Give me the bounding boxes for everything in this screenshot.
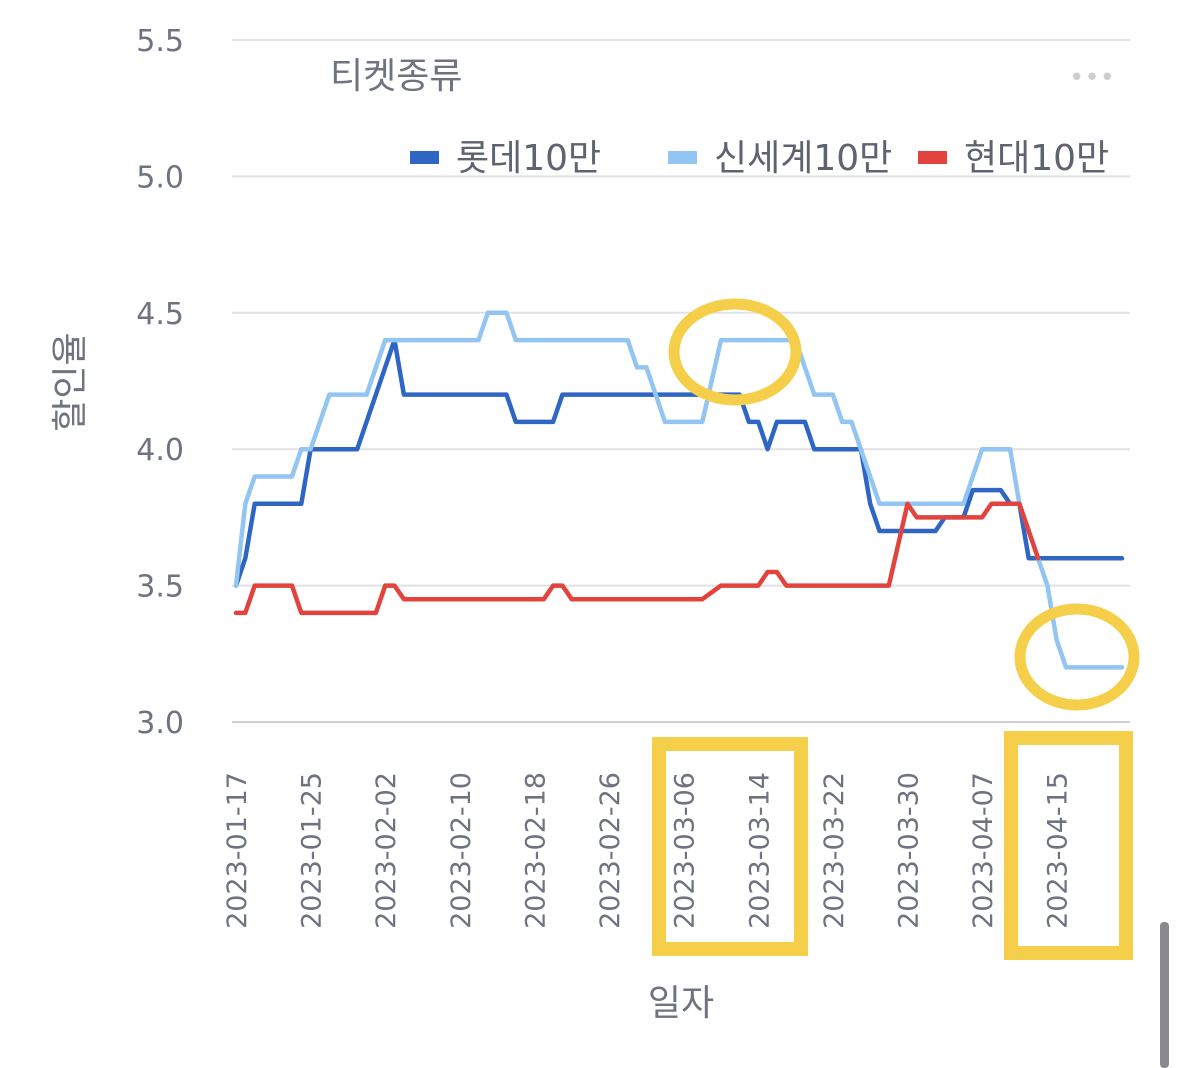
- highlight-circle-march: [668, 298, 802, 406]
- x-tick-label: 2023-01-17: [222, 772, 253, 929]
- series-line-신세계10만: [233, 310, 1125, 670]
- y-tick-label: 3.0: [136, 706, 184, 741]
- legend-label: 현대10만: [964, 138, 1109, 179]
- legend: 롯데10만 신세계10만 현대10만: [410, 138, 1109, 179]
- x-tick-label: 2023-02-18: [520, 772, 551, 929]
- series-line-현대10만: [233, 501, 1041, 616]
- x-tick-label: 2023-03-06: [670, 772, 701, 929]
- x-tick-label: 2023-02-02: [371, 772, 402, 929]
- legend-swatch: [918, 151, 947, 164]
- x-tick-label: 2023-04-15: [1043, 772, 1074, 929]
- legend-swatch: [410, 151, 439, 164]
- x-tick-label: 2023-02-26: [595, 772, 626, 929]
- x-axis-title: 일자: [648, 983, 714, 1024]
- y-tick-label: 4.5: [136, 297, 184, 332]
- x-tick-label: 2023-03-30: [893, 772, 924, 929]
- series-lines: [233, 310, 1125, 670]
- highlight-box-march-ticks: [652, 737, 808, 956]
- y-axis-ticks: 3.0 3.5 4.0 4.5 5.0 5.5: [136, 24, 184, 741]
- highlight-box-april-tick: [1004, 731, 1133, 960]
- legend-label: 롯데10만: [456, 138, 601, 179]
- more-options-icon[interactable]: •••: [1069, 63, 1115, 93]
- y-axis-title: 할인율: [50, 332, 91, 431]
- highlight-annotations: [652, 298, 1140, 960]
- x-tick-label: 2023-02-10: [446, 772, 477, 929]
- highlight-circle-april: [1014, 603, 1140, 711]
- x-tick-label: 2023-03-14: [744, 772, 775, 929]
- legend-swatch: [668, 151, 697, 164]
- legend-label: 신세계10만: [714, 138, 892, 179]
- y-tick-label: 5.5: [136, 24, 184, 59]
- y-tick-label: 4.0: [136, 433, 184, 468]
- x-tick-label: 2023-01-25: [297, 772, 328, 929]
- scrollbar-thumb[interactable]: [1160, 922, 1169, 1068]
- y-tick-label: 3.5: [136, 570, 184, 605]
- x-tick-label: 2023-03-22: [819, 772, 850, 929]
- y-tick-label: 5.0: [136, 160, 184, 195]
- legend-title: 티켓종류: [330, 56, 462, 97]
- series-line-롯데10만: [233, 337, 1125, 588]
- x-axis-ticks: 2023-01-17 2023-01-25 2023-02-02 2023-02-10…: [222, 772, 1074, 929]
- x-tick-label: 2023-04-07: [968, 772, 999, 929]
- grid-lines: [232, 39, 1130, 723]
